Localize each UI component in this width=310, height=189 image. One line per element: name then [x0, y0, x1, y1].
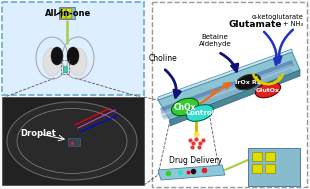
Text: Control: Control	[185, 110, 215, 116]
Ellipse shape	[187, 105, 214, 121]
Ellipse shape	[236, 74, 260, 90]
Ellipse shape	[51, 47, 63, 65]
Ellipse shape	[69, 48, 87, 76]
Bar	[265, 152, 275, 161]
Bar	[60, 8, 65, 12]
Text: Choline: Choline	[148, 54, 177, 63]
Ellipse shape	[171, 98, 198, 116]
Polygon shape	[158, 49, 292, 100]
Text: Betaine
Aldehyde: Betaine Aldehyde	[199, 34, 231, 47]
Polygon shape	[158, 165, 225, 180]
Polygon shape	[160, 60, 294, 114]
Bar	[68, 138, 80, 146]
Polygon shape	[160, 64, 294, 118]
Bar	[248, 148, 300, 186]
Bar	[66, 14, 71, 18]
Bar	[59, 7, 75, 19]
Bar	[60, 14, 65, 18]
Text: ChOx: ChOx	[174, 102, 196, 112]
Polygon shape	[158, 52, 300, 120]
Text: Droplet: Droplet	[20, 129, 56, 138]
Ellipse shape	[255, 82, 281, 98]
Bar	[63, 66, 67, 72]
FancyBboxPatch shape	[152, 2, 307, 187]
FancyBboxPatch shape	[2, 2, 144, 95]
Text: Drug Delivery: Drug Delivery	[170, 156, 223, 165]
Polygon shape	[170, 70, 300, 126]
Text: GlutOx: GlutOx	[256, 88, 280, 92]
Ellipse shape	[67, 47, 79, 65]
Bar	[66, 8, 71, 12]
Bar	[265, 164, 275, 173]
Text: Glutamate: Glutamate	[228, 20, 282, 29]
Bar	[252, 152, 262, 161]
Ellipse shape	[43, 48, 61, 76]
Text: All-in-one: All-in-one	[45, 9, 91, 18]
Text: α-ketoglutarate
+ NH₃: α-ketoglutarate + NH₃	[251, 14, 303, 27]
Polygon shape	[162, 68, 294, 120]
Bar	[252, 164, 262, 173]
Bar	[61, 60, 69, 74]
Ellipse shape	[7, 102, 137, 180]
Text: IrOx RE: IrOx RE	[235, 80, 261, 84]
Bar	[2, 97, 144, 185]
Text: e⁻: e⁻	[210, 87, 218, 95]
